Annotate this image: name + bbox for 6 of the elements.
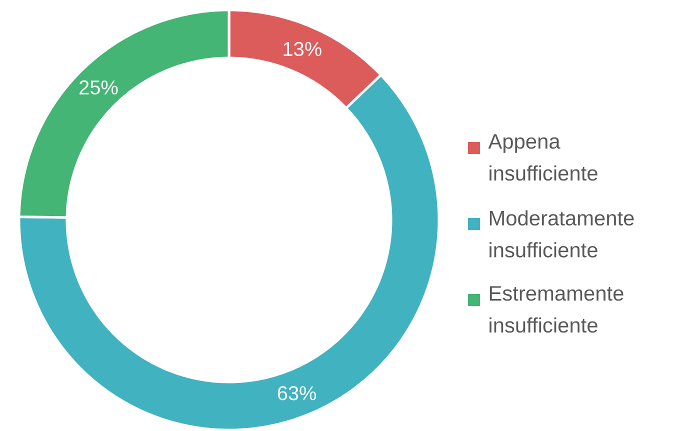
legend-label: Moderatamente insufficiente: [490, 210, 634, 258]
data-label: 13%: [284, 42, 322, 56]
legend-label: Estremamente insufficiente: [490, 286, 624, 333]
data-label: 63%: [278, 386, 316, 400]
legend-label: Appena insufficiente: [488, 134, 598, 181]
data-label: 25%: [80, 80, 118, 95]
